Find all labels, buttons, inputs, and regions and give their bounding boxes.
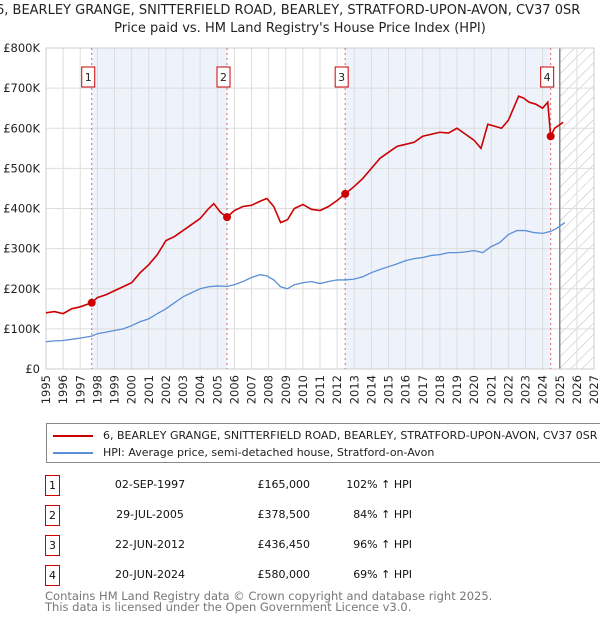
- x-tick-label: 2022: [501, 375, 515, 404]
- legend-label: HPI: Average price, semi-detached house,…: [103, 446, 435, 459]
- sale-price: £580,000: [257, 568, 311, 581]
- y-tick-label: £0: [25, 362, 40, 376]
- sale-number: 3: [45, 535, 60, 556]
- sale-number: 2: [45, 505, 60, 526]
- x-tick-label: 2002: [159, 375, 173, 404]
- sale-number: 1: [45, 475, 60, 496]
- x-tick-label: 2023: [519, 375, 533, 404]
- legend-item-hpi: HPI: Average price, semi-detached house,…: [53, 446, 434, 459]
- legend-swatch-blue: [53, 452, 93, 454]
- sale-hpi-change: 84% ↑ HPI: [353, 508, 412, 521]
- x-tick-label: 2008: [262, 375, 276, 404]
- sale-label-box: [540, 66, 555, 88]
- sale-hpi-change: 96% ↑ HPI: [353, 538, 412, 551]
- x-tick-label: 2018: [433, 375, 447, 404]
- sale-price: £436,450: [257, 538, 311, 551]
- x-tick-label: 2004: [193, 375, 207, 404]
- property-price-line: [45, 95, 564, 315]
- sale-point: [546, 132, 555, 141]
- x-tick-label: 2024: [536, 375, 550, 404]
- x-tick-label: 2011: [313, 375, 327, 404]
- x-tick-label: 2025: [553, 375, 567, 404]
- sale-label-box: [81, 66, 96, 88]
- x-tick-label: 2026: [570, 375, 584, 404]
- y-tick-label: £200K: [3, 282, 40, 296]
- sale-label-number: 2: [220, 71, 227, 84]
- sale-label-number: 1: [85, 71, 92, 84]
- legend-label: 6, BEARLEY GRANGE, SNITTERFIELD ROAD, BE…: [103, 429, 600, 442]
- sale-label-box: [216, 66, 231, 88]
- sale-point: [87, 298, 96, 307]
- x-tick-label: 2001: [142, 375, 156, 404]
- x-tick-label: 2019: [450, 375, 464, 404]
- footer-licence: This data is licensed under the Open Gov…: [45, 600, 412, 614]
- sale-hpi-change: 102% ↑ HPI: [346, 478, 412, 491]
- x-tick-label: 1998: [90, 375, 104, 404]
- sale-label-box: [334, 66, 349, 88]
- x-tick-label: 2013: [347, 375, 361, 404]
- x-tick-label: 1995: [39, 375, 53, 404]
- sale-label-number: 4: [544, 71, 551, 84]
- x-tick-label: 2027: [587, 375, 600, 404]
- footer-copyright: Contains HM Land Registry data © Crown c…: [45, 589, 493, 603]
- y-tick-label: £700K: [3, 81, 40, 95]
- y-tick-label: £300K: [3, 242, 40, 256]
- sale-date: 29-JUL-2005: [116, 508, 184, 521]
- sale-point: [341, 189, 350, 198]
- y-tick-label: £100K: [3, 322, 40, 336]
- hpi-line: [45, 222, 566, 343]
- sale-date: 22-JUN-2012: [114, 538, 186, 551]
- sale-price: £378,500: [257, 508, 311, 521]
- y-tick-label: £400K: [3, 202, 40, 216]
- x-tick-label: 2017: [416, 375, 430, 404]
- price-chart: 1995 1996 1997 1998 1999 2000 2001 2002 2003 2004…: [3, 41, 600, 404]
- x-tick-label: 2021: [484, 375, 498, 404]
- x-tick-label: 2009: [279, 375, 293, 404]
- x-tick-label: 2016: [399, 375, 413, 404]
- x-tick-label: 1997: [73, 375, 87, 404]
- x-tick-label: 2007: [245, 375, 259, 404]
- x-tick-label: 2012: [330, 375, 344, 404]
- sale-number: 4: [45, 565, 60, 586]
- y-tick-label: £800K: [3, 41, 40, 55]
- y-tick-label: £500K: [3, 161, 40, 175]
- x-tick-label: 1999: [108, 375, 122, 404]
- sale-price: £165,000: [257, 478, 311, 491]
- x-tick-label: 2000: [125, 375, 139, 404]
- legend-item-property: 6, BEARLEY GRANGE, SNITTERFIELD ROAD, BE…: [53, 429, 600, 442]
- x-tick-label: 2010: [296, 375, 310, 404]
- y-tick-label: £600K: [3, 121, 40, 135]
- sale-hpi-change: 69% ↑ HPI: [353, 568, 412, 581]
- x-tick-label: 2015: [382, 375, 396, 404]
- legend-swatch-red: [53, 435, 93, 437]
- sale-label-number: 3: [338, 71, 345, 84]
- sale-date: 20-JUN-2024: [114, 568, 186, 581]
- x-tick-label: 2003: [176, 375, 190, 404]
- x-tick-label: 2006: [227, 375, 241, 404]
- chart-subtitle: Price paid vs. HM Land Registry's House …: [114, 21, 486, 36]
- x-tick-label: 2014: [364, 375, 378, 404]
- sale-date: 02-SEP-1997: [114, 478, 186, 491]
- plot-border: [45, 47, 595, 370]
- chart-title: 6, BEARLEY GRANGE, SNITTERFIELD ROAD, BE…: [0, 3, 581, 18]
- x-tick-label: 2020: [467, 375, 481, 404]
- legend: 6, BEARLEY GRANGE, SNITTERFIELD ROAD, BE…: [46, 423, 600, 463]
- x-tick-label: 1996: [56, 375, 70, 404]
- x-tick-label: 2005: [210, 375, 224, 404]
- sale-point: [223, 213, 232, 222]
